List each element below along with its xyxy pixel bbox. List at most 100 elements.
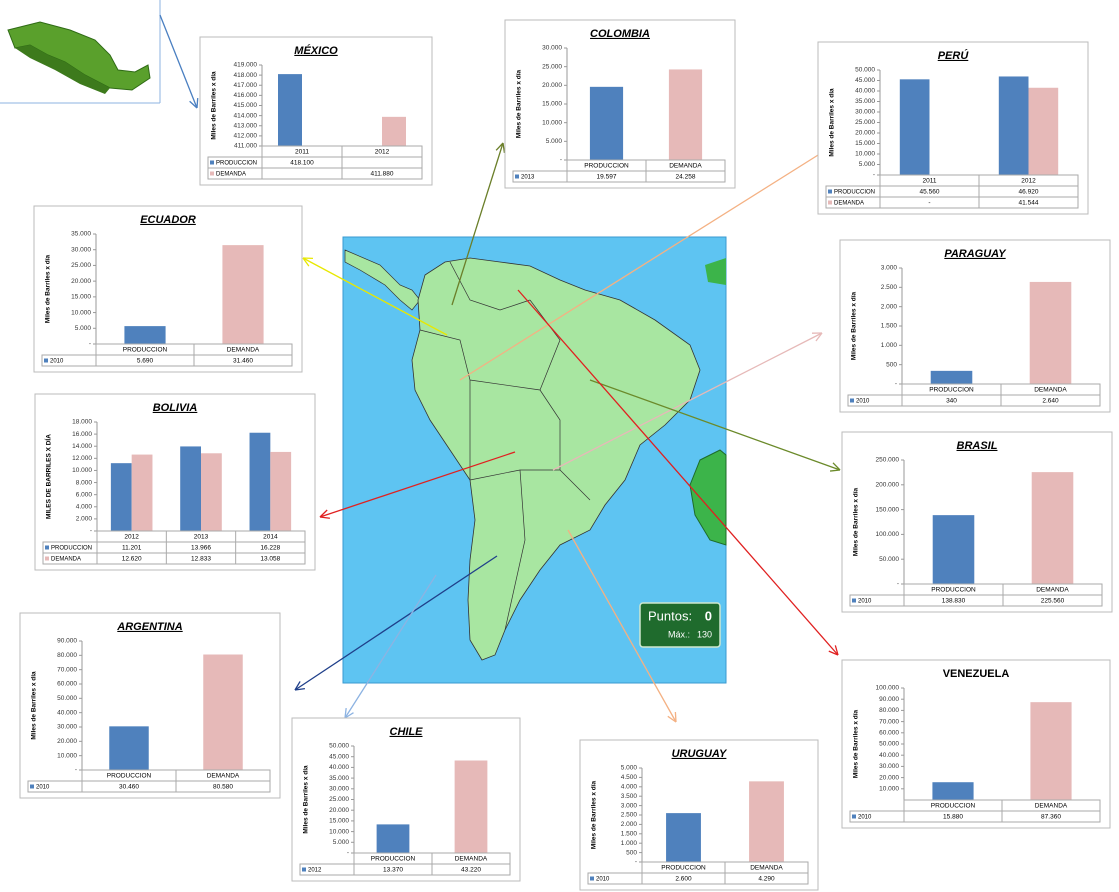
data-label: 43.220 (461, 867, 481, 874)
category-label: PRODUCCION (931, 587, 976, 594)
y-tick-label: 40.000 (879, 752, 899, 759)
bar-chart: PARAGUAY Miles de Barriles x día - 500 1.000… (839, 239, 1111, 413)
legend-label: DEMANDA (51, 557, 81, 563)
y-tick-label: 45.000 (855, 77, 875, 84)
y-tick-label: 50.000 (879, 741, 899, 748)
legend-swatch (210, 171, 214, 176)
y-axis-label: Miles de Barriles x día (211, 71, 218, 140)
arrow-line (159, 14, 198, 109)
y-tick-label: 411.000 (234, 143, 257, 150)
y-tick-label: 5.000 (546, 138, 563, 145)
y-tick-label: 8.000 (76, 479, 93, 486)
y-tick-label: 60.000 (879, 730, 899, 737)
y-tick-label: 15.000 (542, 101, 562, 108)
bar (124, 326, 166, 344)
arrow-line (451, 142, 504, 306)
legend-swatch (828, 189, 832, 194)
y-tick-label: 5.000 (333, 839, 350, 846)
y-tick-label: 18.000 (72, 419, 92, 426)
y-tick-label: 10.000 (879, 786, 899, 793)
y-tick-label: 3.500 (621, 793, 638, 800)
legend-swatch (852, 814, 856, 819)
bar-chart: CHILE Miles de Barriles x día - 5.000 10.000… (291, 717, 521, 882)
y-tick-label: 150.000 (876, 506, 900, 513)
y-axis-label: Miles de Barriles x día (516, 69, 523, 138)
data-label: 138.830 (942, 598, 966, 605)
arrow-line (552, 332, 823, 471)
legend-swatch (590, 876, 594, 881)
y-tick-label: 10.000 (72, 467, 92, 474)
category-label: DEMANDA (1034, 387, 1067, 394)
points-label: Puntos: (648, 608, 692, 623)
map (342, 236, 727, 684)
y-tick-label: 3.000 (621, 802, 638, 809)
arrow-head (319, 516, 331, 519)
y-tick-label: 20.000 (71, 278, 91, 285)
category-label: 2013 (194, 534, 209, 541)
y-tick-label: 90.000 (57, 638, 77, 645)
y-tick-label: 200.000 (876, 482, 900, 489)
y-tick-label: 60.000 (57, 681, 77, 688)
y-tick-label: 2.500 (881, 284, 898, 291)
legend-label: 2010 (856, 399, 870, 405)
y-tick-label: 2.500 (621, 812, 638, 819)
y-tick-label: 15.000 (329, 818, 349, 825)
arrow-head (319, 509, 328, 518)
y-tick-label: 70.000 (879, 718, 899, 725)
y-tick-label: 50.000 (329, 743, 349, 750)
y-tick-label: 35.000 (855, 98, 875, 105)
bar (668, 69, 703, 160)
y-tick-label: 12.000 (72, 455, 92, 462)
data-label: 418.100 (290, 160, 314, 167)
y-tick-label: 2.000 (621, 821, 638, 828)
y-tick-label: 40.000 (57, 709, 77, 716)
y-axis-label: Miles de Barriles x día (853, 487, 860, 556)
y-tick-label: - (897, 581, 899, 588)
bar (110, 463, 132, 531)
bar (109, 726, 149, 770)
legend-swatch (852, 598, 856, 603)
y-tick-label: 25.000 (329, 796, 349, 803)
y-tick-label: 5.000 (621, 765, 638, 772)
legend-swatch (828, 200, 832, 205)
y-tick-label: 100.000 (876, 531, 900, 538)
legend-label: PRODUCCION (216, 161, 257, 167)
y-tick-label: 20.000 (542, 82, 562, 89)
y-tick-label: - (895, 381, 897, 388)
y-axis-label: Miles de Barriles x día (303, 765, 310, 834)
category-label: DEMANDA (227, 347, 260, 354)
data-label: 5.690 (137, 358, 154, 365)
y-tick-label: 500 (886, 361, 897, 368)
bar (932, 782, 974, 800)
data-label: 30.460 (119, 784, 139, 791)
bar (131, 454, 153, 531)
y-tick-label: 10.000 (71, 309, 91, 316)
category-label: 2014 (263, 534, 278, 541)
arrow-head (495, 142, 504, 151)
category-label: DEMANDA (455, 856, 488, 863)
arrow-line (344, 574, 437, 719)
legend-label: DEMANDA (216, 172, 246, 178)
arrow-line (459, 139, 843, 381)
y-tick-label: 3.000 (881, 265, 898, 272)
charts: MÉXICO Miles de Barriles x día 411.000 412.… (19, 19, 1113, 891)
arrows (159, 14, 843, 723)
data-label: 4.290 (758, 876, 775, 883)
y-tick-label: 10.000 (855, 151, 875, 158)
bar-chart: VENEZUELA Miles de Barriles x día 10.000 20… (841, 659, 1111, 829)
data-label: 45.560 (920, 189, 940, 196)
arrow-head (828, 650, 839, 656)
legend-label: 2010 (858, 815, 872, 821)
data-label: 80.580 (213, 784, 233, 791)
arrow-head (294, 688, 305, 691)
y-tick-label: 20.000 (329, 807, 349, 814)
y-tick-label: 20.000 (855, 130, 875, 137)
arrow-line (302, 257, 448, 336)
y-tick-label: 50.000 (879, 556, 899, 563)
arrow-line (517, 289, 839, 656)
y-axis-label: Miles de Barriles x día (853, 709, 860, 778)
y-tick-label: 30.000 (855, 109, 875, 116)
arrow-head (344, 712, 354, 719)
y-tick-label: - (90, 528, 92, 535)
y-tick-label: 40.000 (329, 764, 349, 771)
